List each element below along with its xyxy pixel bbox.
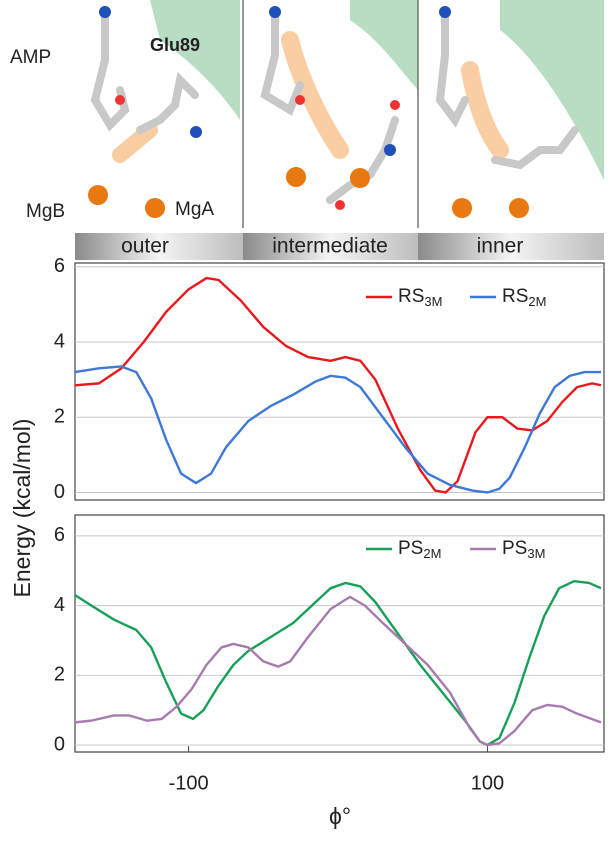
- series-line: [74, 595, 602, 747]
- y-tick-label: 4: [54, 330, 65, 352]
- y-tick-label: 0: [54, 733, 65, 755]
- y-tick-label: 6: [54, 524, 65, 546]
- phase-bar: outer intermediate inner: [75, 233, 604, 260]
- y-axis-label: Energy (kcal/mol): [9, 419, 35, 598]
- legend-subscript: 2M: [423, 546, 441, 561]
- phase-label: inner: [477, 235, 524, 258]
- legend-subscript: 3M: [424, 294, 442, 309]
- y-tick-label: 2: [54, 664, 65, 686]
- legend-subscript: 3M: [527, 546, 545, 561]
- series-line: [74, 365, 602, 494]
- legend-name: RS: [398, 286, 424, 307]
- legend-label: PS3M: [502, 538, 545, 561]
- phase-label: outer: [121, 235, 169, 258]
- structure-label: MgB: [26, 201, 65, 222]
- structure-label: Glu89: [150, 35, 200, 55]
- y-tick-label: 6: [54, 255, 65, 277]
- legend-name: PS: [398, 538, 423, 559]
- y-tick-label: 4: [54, 594, 65, 616]
- x-axis-label: ϕ°: [329, 803, 351, 829]
- plot-frame: [74, 514, 605, 753]
- x-tick-label: -100: [169, 772, 209, 794]
- legend-name: PS: [502, 538, 527, 559]
- structure-label: AMP: [10, 47, 51, 68]
- legend-label: RS3M: [398, 286, 442, 309]
- y-tick-label: 0: [54, 481, 65, 503]
- plot-frame: [74, 262, 605, 501]
- x-tick-label: 100: [471, 772, 504, 794]
- y-tick-label: 2: [54, 406, 65, 428]
- legend-name: RS: [502, 286, 528, 307]
- legend-subscript: 2M: [528, 294, 546, 309]
- legend-label: RS2M: [502, 286, 546, 309]
- series-line: [74, 580, 602, 747]
- structure-label: MgA: [175, 199, 214, 220]
- legend-label: PS2M: [398, 538, 441, 561]
- phase-label: intermediate: [272, 235, 388, 258]
- structure-panels: AMP Glu89 MgB MgA: [10, 0, 604, 228]
